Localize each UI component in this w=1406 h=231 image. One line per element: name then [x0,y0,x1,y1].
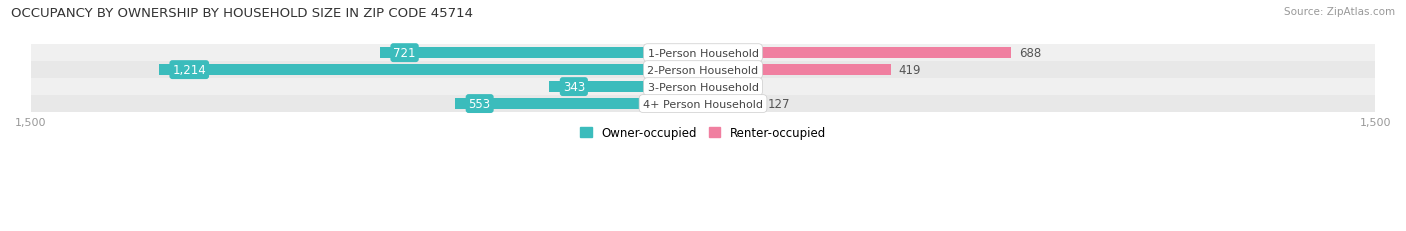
Text: 1,214: 1,214 [173,64,207,77]
Text: OCCUPANCY BY OWNERSHIP BY HOUSEHOLD SIZE IN ZIP CODE 45714: OCCUPANCY BY OWNERSHIP BY HOUSEHOLD SIZE… [11,7,474,20]
Bar [31,45,1375,62]
Bar [703,65,891,76]
Bar [550,82,703,92]
Bar [703,48,1011,59]
Text: 343: 343 [562,81,585,94]
Text: Source: ZipAtlas.com: Source: ZipAtlas.com [1284,7,1395,17]
Bar [703,82,734,92]
Text: 688: 688 [1019,47,1042,60]
Text: 721: 721 [394,47,416,60]
Text: 1-Person Household: 1-Person Household [648,49,758,58]
Text: 4+ Person Household: 4+ Person Household [643,99,763,109]
Bar [31,62,1375,79]
Text: 2-Person Household: 2-Person Household [647,65,759,75]
Bar [380,48,703,59]
Bar [31,79,1375,96]
Text: 127: 127 [768,98,790,111]
Bar [159,65,703,76]
Text: 69: 69 [742,81,756,94]
Legend: Owner-occupied, Renter-occupied: Owner-occupied, Renter-occupied [575,122,831,144]
Bar [703,99,759,109]
Text: 419: 419 [898,64,921,77]
Text: 3-Person Household: 3-Person Household [648,82,758,92]
Bar [456,99,703,109]
Text: 553: 553 [468,98,491,111]
Bar [31,96,1375,112]
